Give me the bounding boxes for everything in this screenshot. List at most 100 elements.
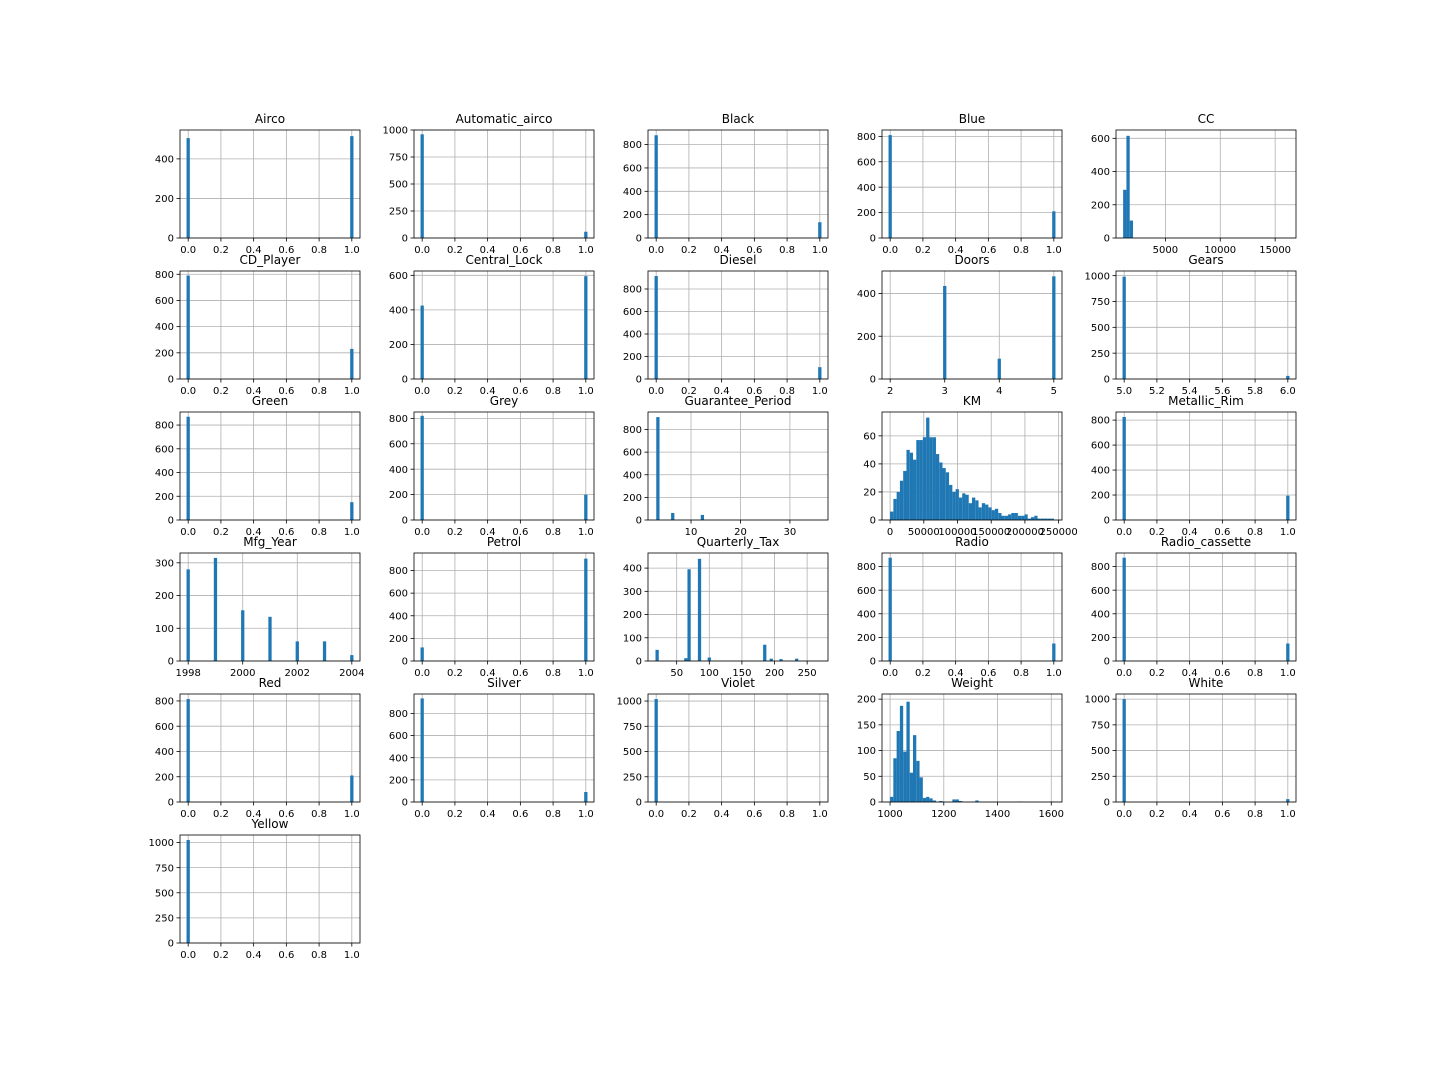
- histogram-bar: [213, 557, 218, 661]
- y-tick-label: 1000: [1085, 271, 1110, 282]
- histogram-bar: [890, 511, 894, 520]
- subplot: 0.0 0.2 0.4 0.6 0.8 1.0 0 200 400 600 800 Radio_cas…: [1091, 535, 1297, 679]
- x-tick-label: 1.0: [1280, 668, 1296, 679]
- histogram-bar: [975, 800, 979, 802]
- histogram-bar: [420, 647, 424, 661]
- histogram-bar: [913, 459, 917, 520]
- plot-title: Doors: [954, 253, 989, 267]
- y-tick-label: 0: [168, 798, 174, 809]
- y-tick-label: 1000: [149, 838, 174, 849]
- x-tick-label: 0.6: [746, 245, 762, 256]
- histogram-bar: [1047, 518, 1051, 520]
- plot-title: Metallic_Rim: [1168, 394, 1244, 408]
- x-tick-label: 0.2: [213, 950, 229, 961]
- x-tick-label: 0.6: [746, 386, 762, 397]
- y-tick-label: 200: [623, 493, 642, 504]
- histogram-bar: [1122, 416, 1126, 520]
- y-tick-label: 100: [155, 624, 174, 635]
- subplot: 0.0 0.2 0.4 0.6 0.8 1.0 0 250 500 750 1000 Automati…: [383, 112, 595, 256]
- histogram-bar: [584, 792, 588, 802]
- y-tick-label: 0: [168, 516, 174, 527]
- plot-title: Grey: [490, 394, 518, 408]
- x-tick-label: 0.6: [512, 386, 528, 397]
- histogram-bar: [186, 275, 190, 379]
- x-tick-label: 0.6: [1214, 809, 1230, 820]
- y-tick-label: 600: [389, 731, 408, 742]
- y-tick-label: 500: [1091, 323, 1110, 334]
- y-tick-label: 200: [1091, 633, 1110, 644]
- plot-frame: [647, 129, 829, 239]
- histogram-bar: [965, 494, 969, 520]
- y-tick-label: 400: [389, 753, 408, 764]
- x-tick-label: 0.2: [915, 245, 931, 256]
- histogram-bar: [991, 510, 995, 520]
- y-tick-label: 0: [1104, 516, 1110, 527]
- plot-frame: [413, 270, 595, 380]
- plot-frame: [179, 411, 361, 521]
- y-tick-label: 0: [636, 234, 642, 245]
- plot-title: Radio_cassette: [1161, 535, 1251, 549]
- x-tick-label: 0.0: [1116, 527, 1132, 538]
- x-tick-label: 0.4: [480, 386, 496, 397]
- subplot: 0.0 0.2 0.4 0.6 0.8 1.0 0 200 400 600 800 Metallic_…: [1091, 394, 1297, 538]
- plot-frame: [179, 552, 361, 662]
- histogram-bar: [818, 222, 822, 238]
- x-tick-label: 0.4: [948, 668, 964, 679]
- histogram-bar: [958, 497, 963, 520]
- subplot: 0.0 0.2 0.4 0.6 0.8 1.0 0 200 400 600 800 Green: [155, 394, 361, 538]
- y-tick-label: 400: [623, 564, 642, 575]
- plot-title: Green: [252, 394, 288, 408]
- histogram-bar: [949, 484, 953, 520]
- x-tick-label: 0.4: [480, 668, 496, 679]
- plot-title: Silver: [487, 676, 521, 690]
- histogram-bar: [1001, 515, 1005, 520]
- x-tick-label: 0.8: [311, 809, 327, 820]
- histogram-bar: [795, 658, 799, 661]
- x-tick-label: 0.0: [414, 809, 430, 820]
- plot-title: Weight: [951, 676, 993, 690]
- x-tick-label: 0.4: [480, 809, 496, 820]
- x-tick-label: 0.2: [213, 245, 229, 256]
- x-tick-label: 0.2: [447, 245, 463, 256]
- y-tick-label: 0: [168, 657, 174, 668]
- y-tick-label: 0: [870, 234, 876, 245]
- histogram-bar: [968, 503, 972, 520]
- plot-title: Blue: [959, 112, 986, 126]
- y-tick-label: 600: [1091, 586, 1110, 597]
- x-tick-label: 0.2: [1149, 527, 1165, 538]
- y-tick-label: 800: [1091, 562, 1110, 573]
- x-tick-label: 2004: [339, 668, 364, 679]
- plot-title: KM: [963, 394, 981, 408]
- subplot: 2 3 4 5 0 200 400 Doors: [857, 253, 1063, 397]
- x-tick-label: 0.4: [246, 527, 262, 538]
- plot-frame: [647, 693, 829, 803]
- y-tick-label: 800: [623, 425, 642, 436]
- histogram-bar: [906, 449, 910, 520]
- histogram-bar: [896, 731, 900, 802]
- x-tick-label: 1200: [931, 809, 956, 820]
- subplot: 0.0 0.2 0.4 0.6 0.8 1.0 0 250 500 750 1000 White: [1085, 676, 1297, 820]
- x-tick-label: 50000: [908, 527, 940, 538]
- histogram-bar: [1286, 375, 1290, 379]
- x-tick-label: 1.0: [344, 809, 360, 820]
- histogram-bar: [584, 276, 588, 379]
- y-tick-label: 750: [623, 722, 642, 733]
- y-tick-label: 200: [389, 490, 408, 501]
- histogram-bar: [1052, 643, 1056, 661]
- histogram-bar: [654, 135, 658, 238]
- y-tick-label: 600: [857, 586, 876, 597]
- y-tick-label: 200: [1091, 200, 1110, 211]
- plot-frame: [647, 270, 829, 380]
- histogram-bar: [978, 507, 982, 520]
- x-tick-label: 1400: [985, 809, 1010, 820]
- histogram-bar: [906, 701, 910, 802]
- histogram-bar: [1052, 211, 1056, 238]
- plot-title: Violet: [721, 676, 755, 690]
- x-tick-label: 0.0: [414, 245, 430, 256]
- histogram-bar: [420, 415, 424, 520]
- y-tick-label: 0: [870, 375, 876, 386]
- x-tick-label: 0.0: [648, 386, 664, 397]
- histogram-bar: [942, 468, 946, 520]
- plot-frame: [1115, 552, 1297, 662]
